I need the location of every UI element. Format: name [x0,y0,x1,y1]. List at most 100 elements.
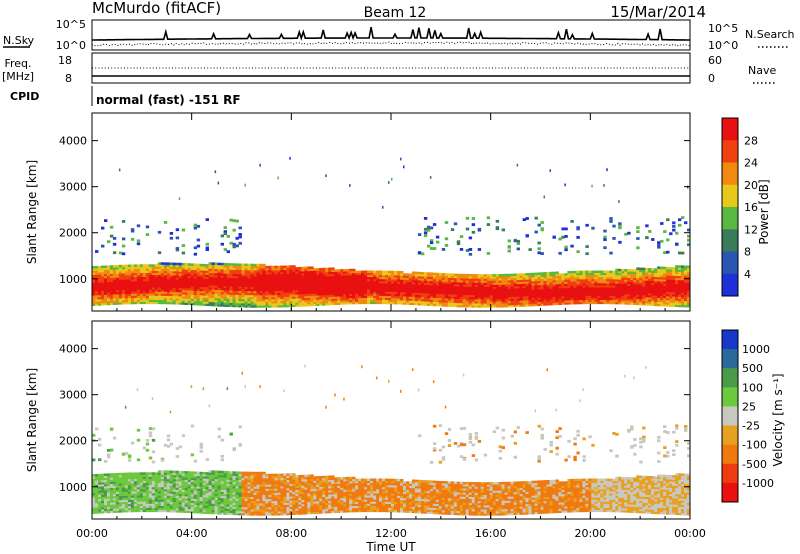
heatmap-cell [142,509,147,513]
heatmap-cell [322,288,326,292]
heatmap-cell [202,472,206,475]
heatmap-cell [492,299,497,302]
heatmap-cell [675,269,679,272]
heatmap-cell [208,268,212,271]
heatmap-cell [549,169,551,172]
heatmap-cell [232,448,236,452]
heatmap-cell [325,278,329,281]
colorbar-segment [722,140,738,163]
heatmap-cell [657,285,661,288]
heatmap-cell [92,291,96,294]
heatmap-cell [465,280,470,283]
heatmap-cell [334,271,338,274]
heatmap-cell [678,290,682,293]
heatmap-cell [397,285,401,288]
heatmap-cell [223,277,227,280]
heatmap-cell [304,285,308,288]
heatmap-cell [669,269,673,272]
heatmap-cell [98,265,102,269]
heatmap-cell [645,236,649,240]
heatmap-cell [259,294,263,298]
heatmap-cell [229,475,233,478]
heatmap-cell [160,482,165,486]
heatmap-cell [193,459,198,463]
heatmap-cell [229,218,233,222]
heatmap-cell [307,291,311,294]
heatmap-cell [423,227,428,231]
heatmap-cell [136,264,141,267]
heatmap-cell [139,480,144,484]
heatmap-cell [633,277,637,281]
heatmap-cell [453,304,458,308]
heatmap-cell [651,291,655,294]
heatmap-cell [420,276,425,279]
heatmap-cell [244,502,248,506]
heatmap-cell [235,494,239,497]
heatmap-cell [564,183,566,187]
heatmap-cell [229,485,233,489]
heatmap-cell [642,290,646,293]
heatmap-cell [403,293,407,297]
heatmap-cell [672,298,676,301]
heatmap-cell [471,305,476,308]
heatmap-cell [543,294,547,298]
heatmap-cell [121,244,126,248]
heatmap-cell [355,281,359,284]
heatmap-cell [486,223,491,226]
heatmap-cell [346,289,350,293]
heatmap-cell [474,296,479,300]
heatmap-cell [624,275,628,278]
heatmap-cell [561,279,565,282]
heatmap-cell [346,279,350,282]
heatmap-cell [124,476,129,480]
heatmap-cell [274,269,278,273]
heatmap-cell [343,302,347,305]
heatmap-cell [223,495,227,499]
heatmap-cell [450,228,455,231]
heatmap-cell [250,288,254,292]
heatmap-cell [411,275,416,279]
heatmap-cell [573,272,577,276]
heatmap-cell [438,279,443,282]
heatmap-cell [235,292,239,295]
heatmap-cell [166,476,171,480]
heatmap-cell [214,509,218,513]
heatmap-cell [400,300,404,303]
heatmap-cell [543,290,547,294]
heatmap-cell [465,216,470,220]
heatmap-cell [432,291,437,294]
heatmap-cell [489,303,494,306]
heatmap-cell [136,289,141,292]
heatmap-cell [238,288,242,291]
heatmap-cell [403,291,407,295]
heatmap-cell [244,305,248,308]
heatmap-cell [145,266,150,269]
heatmap-cell [217,501,221,505]
heatmap-cell [151,505,156,508]
heatmap-cell [420,280,425,283]
heatmap-cell [558,288,562,291]
heatmap-cell [196,282,201,285]
heatmap-cell [112,271,117,274]
heatmap-cell [456,300,461,304]
heatmap-cell [181,489,186,493]
heatmap-cell [139,505,144,508]
heatmap-cell [307,285,311,288]
heatmap-cell [675,267,679,270]
heatmap-cell [223,485,227,488]
heatmap-cell [133,276,138,280]
heatmap-cell [519,289,523,293]
heatmap-cell [235,298,239,302]
heatmap-cell [346,291,350,295]
heatmap-cell [187,485,192,489]
heatmap-cell [190,500,195,503]
heatmap-cell [139,291,144,294]
heatmap-cell [250,265,254,269]
heatmap-cell [109,267,114,270]
heatmap-cell [537,274,541,277]
heatmap-cell [606,280,610,284]
heatmap-cell [681,269,685,272]
heatmap-cell [256,296,260,300]
heatmap-cell [531,303,535,307]
heatmap-cell [597,285,601,288]
